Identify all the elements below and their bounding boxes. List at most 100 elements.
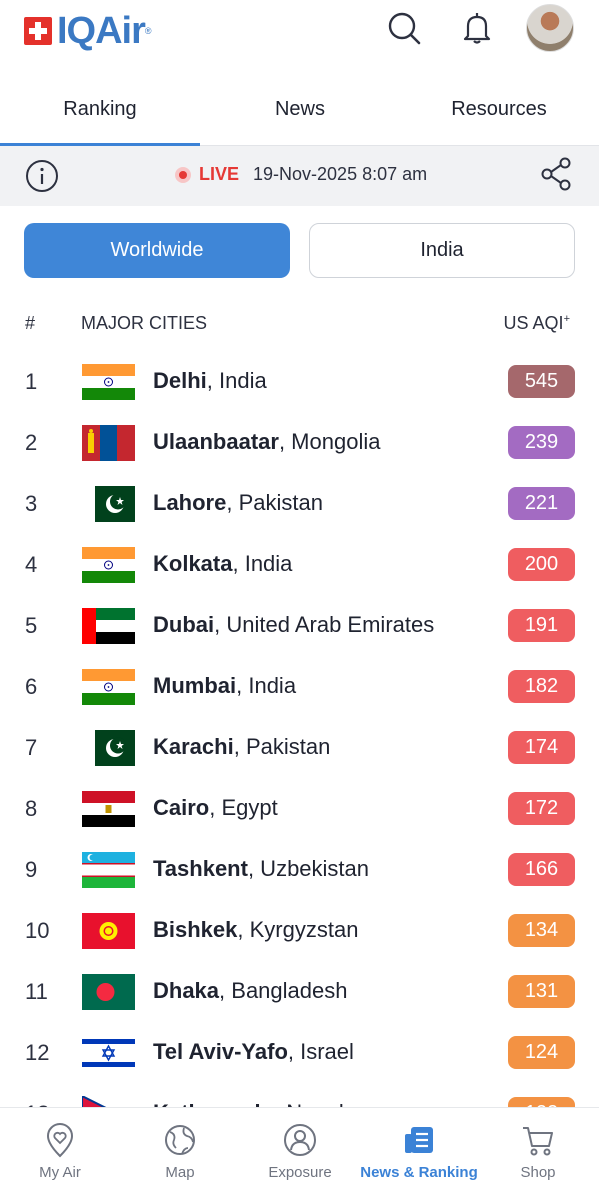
- share-icon[interactable]: [538, 156, 574, 192]
- aqi-badge: 239: [508, 426, 575, 459]
- tab-resources[interactable]: Resources: [451, 98, 547, 120]
- israel-flag-icon: [82, 1035, 135, 1071]
- aqi-badge: 545: [508, 365, 575, 398]
- exposure-icon: [284, 1124, 316, 1156]
- country-name: , United Arab Emirates: [214, 612, 435, 637]
- city-name: Cairo: [153, 795, 210, 820]
- tab-news[interactable]: News: [274, 98, 325, 120]
- nav-map[interactable]: Map: [120, 1108, 240, 1199]
- rank-column-header: #: [25, 313, 36, 333]
- row-city: Karachi, Pakistan: [153, 734, 330, 760]
- row-city: Kolkata, India: [153, 551, 292, 577]
- city-name: Tel Aviv-Yafo: [153, 1039, 288, 1064]
- india-flag-icon: [82, 547, 135, 583]
- row-city: Bishkek, Kyrgyzstan: [153, 917, 358, 943]
- country-name: , Egypt: [209, 795, 278, 820]
- uae-flag-icon: [82, 608, 135, 644]
- worldwide-toggle[interactable]: Worldwide: [24, 223, 290, 278]
- row-rank: 12: [25, 1040, 50, 1065]
- nav-label-exposure: Exposure: [268, 1164, 332, 1181]
- india-flag-icon: [82, 669, 135, 705]
- info-icon[interactable]: [25, 159, 59, 193]
- iqair-logo[interactable]: IQAir®: [24, 12, 151, 50]
- app-header: IQAir®: [0, 0, 599, 62]
- aqi-badge: 131: [508, 975, 575, 1008]
- row-city: Dubai, United Arab Emirates: [153, 612, 434, 638]
- country-toggle[interactable]: India: [309, 223, 575, 278]
- country-name: , India: [206, 368, 267, 393]
- city-name: Ulaanbaatar: [153, 429, 279, 454]
- country-name: , Uzbekistan: [247, 856, 370, 881]
- country-name: , Israel: [287, 1039, 354, 1064]
- brand-name: IQAir: [57, 10, 146, 52]
- ranking-row[interactable]: 1 Delhi, India 545: [0, 352, 599, 413]
- ranking-row[interactable]: 10 Bishkek, Kyrgyzstan 134: [0, 901, 599, 962]
- city-name: Kathmandu: [153, 1100, 274, 1107]
- ranking-row[interactable]: 2 Ulaanbaatar, Mongolia 239: [0, 413, 599, 474]
- country-name: , Pakistan: [226, 490, 323, 515]
- nav-shop[interactable]: Shop: [478, 1108, 598, 1199]
- aqi-badge: 200: [508, 548, 575, 581]
- aqi-badge: 191: [508, 609, 575, 642]
- city-name: Tashkent: [153, 856, 248, 881]
- news-icon: [405, 1127, 433, 1153]
- ranking-row[interactable]: 7 Karachi, Pakistan 174: [0, 718, 599, 779]
- country-name: , Pakistan: [233, 734, 331, 759]
- row-city: Kathmandu, Nepal: [153, 1100, 344, 1107]
- ranking-list: 1 Delhi, India 545 2 Ulaanbaatar, Mongolia 23…: [0, 352, 599, 1107]
- row-city: Dhaka, Bangladesh: [153, 978, 347, 1004]
- aqi-badge: 174: [508, 731, 575, 764]
- bangladesh-flag-icon: [82, 974, 135, 1010]
- user-avatar[interactable]: [526, 4, 574, 52]
- section-tabs: Ranking News Resources: [0, 78, 599, 146]
- aqi-badge: 221: [508, 487, 575, 520]
- ranking-row[interactable]: 3 Lahore, Pakistan 221: [0, 474, 599, 535]
- ranking-row[interactable]: 12 Tel Aviv-Yafo, Israel 124: [0, 1023, 599, 1084]
- ranking-row[interactable]: 13 Kathmandu, Nepal 122: [0, 1084, 599, 1107]
- ranking-row[interactable]: 5 Dubai, United Arab Emirates 191: [0, 596, 599, 657]
- city-column-header: MAJOR CITIES: [81, 313, 208, 333]
- aqi-badge: 172: [508, 792, 575, 825]
- aqi-badge: 166: [508, 853, 575, 886]
- country-name: , India: [232, 551, 293, 576]
- aqi-badge: 182: [508, 670, 575, 703]
- row-rank: 7: [25, 735, 38, 760]
- ranking-row[interactable]: 9 Tashkent, Uzbekistan 166: [0, 840, 599, 901]
- row-city: Tashkent, Uzbekistan: [153, 856, 369, 882]
- row-rank: 11: [25, 979, 48, 1004]
- cart-icon: [523, 1127, 553, 1156]
- ranking-row[interactable]: 6 Mumbai, India 182: [0, 657, 599, 718]
- india-flag-icon: [82, 364, 135, 400]
- country-name: , Nepal: [274, 1100, 344, 1107]
- nav-label-my-air: My Air: [39, 1164, 81, 1181]
- aqi-badge: 122: [508, 1097, 575, 1107]
- tab-ranking[interactable]: Ranking: [0, 78, 200, 146]
- mongolia-flag-icon: [82, 425, 135, 461]
- city-name: Dhaka: [153, 978, 220, 1003]
- nav-exposure[interactable]: Exposure: [240, 1108, 360, 1199]
- nav-news-ranking[interactable]: News & Ranking: [359, 1108, 479, 1199]
- row-rank: 3: [25, 491, 38, 516]
- country-name: , Kyrgyzstan: [237, 917, 359, 942]
- ranking-row[interactable]: 4 Kolkata, India 200: [0, 535, 599, 596]
- city-name: Delhi: [153, 368, 207, 393]
- country-name: , India: [236, 673, 297, 698]
- kyrgyzstan-flag-icon: [82, 913, 135, 949]
- row-rank: 4: [25, 552, 38, 577]
- search-icon[interactable]: [386, 10, 422, 46]
- row-rank: 8: [25, 796, 38, 821]
- nav-my-air[interactable]: My Air: [0, 1108, 120, 1199]
- live-dot-icon: [175, 166, 191, 183]
- city-name: Dubai: [153, 612, 215, 637]
- city-name: Bishkek: [153, 917, 238, 942]
- row-rank: 10: [25, 918, 50, 943]
- ranking-row[interactable]: 11 Dhaka, Bangladesh 131: [0, 962, 599, 1023]
- live-timestamp: 19-Nov-2025 8:07 am: [253, 164, 428, 184]
- city-name: Kolkata: [153, 551, 233, 576]
- row-rank: 9: [25, 857, 38, 882]
- city-name: Mumbai: [153, 673, 237, 698]
- ranking-row[interactable]: 8 Cairo, Egypt 172: [0, 779, 599, 840]
- bell-icon[interactable]: [459, 10, 495, 46]
- live-label: LIVE: [199, 164, 240, 184]
- live-indicator: LIVE 19-Nov-2025 8:07 am: [175, 164, 427, 185]
